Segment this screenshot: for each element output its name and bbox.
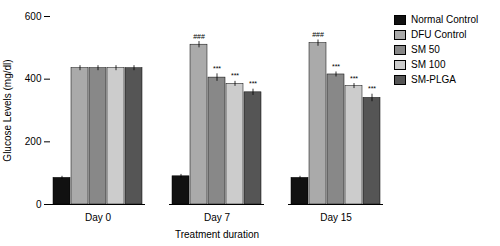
svg-text:***: *** — [368, 85, 376, 92]
html-text:DFU Control: DFU Control — [411, 29, 467, 40]
svg-text:***: *** — [332, 63, 340, 70]
svg-text:Treatment duration: Treatment duration — [175, 229, 259, 240]
svg-text:600: 600 — [25, 11, 42, 22]
html-text:SM 100: SM 100 — [411, 59, 446, 70]
svg-text:###: ### — [193, 33, 205, 40]
svg-text:200: 200 — [25, 136, 42, 147]
svg-text:0: 0 — [36, 199, 42, 210]
html-text:SM-PLGA: SM-PLGA — [411, 74, 456, 85]
svg-text:***: *** — [231, 72, 239, 79]
html-text:SM 50: SM 50 — [411, 44, 440, 55]
svg-text:Day 15: Day 15 — [320, 212, 352, 223]
svg-text:400: 400 — [25, 73, 42, 84]
svg-text:***: *** — [213, 65, 221, 72]
svg-text:Day 7: Day 7 — [204, 212, 231, 223]
svg-text:Glucose Levels (mg/dl): Glucose Levels (mg/dl) — [2, 59, 13, 161]
svg-text:###: ### — [312, 31, 324, 38]
svg-text:***: *** — [350, 75, 358, 82]
html-text:Normal Control: Normal Control — [411, 14, 479, 25]
svg-text:Day 0: Day 0 — [85, 212, 112, 223]
svg-text:***: *** — [249, 80, 257, 87]
